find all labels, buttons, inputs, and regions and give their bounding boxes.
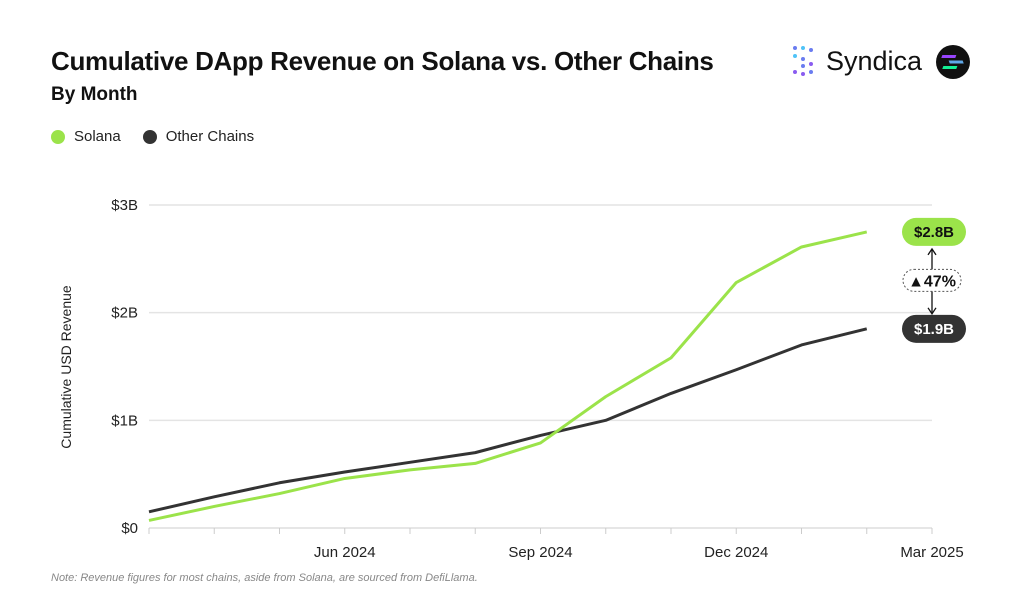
legend: Solana Other Chains [51,128,254,145]
legend-item-other: Other Chains [142,128,255,145]
syndica-logo-icon [793,46,813,76]
solana-logo-icon [936,45,970,79]
y-tick-label: $3B [111,197,138,214]
x-tick-label: Sep 2024 [508,544,572,561]
chart-subtitle: By Month [51,84,138,105]
legend-item-solana: Solana [51,128,121,145]
x-tick-label: Mar 2025 [900,544,963,561]
x-tick-label: Dec 2024 [704,544,768,561]
solana-end-label-bg [902,217,966,246]
other-end-label: $1.9B [914,321,954,338]
legend-label: Other Chains [165,128,255,145]
x-tick-label: Jun 2024 [314,544,376,561]
arrow-up-icon [927,247,937,256]
series-line-other-chains [148,327,868,514]
legend-swatch [142,129,157,144]
other-end-label-bg [902,314,966,343]
arrow-down-icon [927,307,937,315]
y-axis-label: Cumulative USD Revenue [58,285,74,449]
legend-swatch [51,129,65,144]
y-tick-label: $1B [111,412,138,429]
legend-label: Solana [74,128,121,145]
chart-title: Cumulative DApp Revenue on Solana vs. Ot… [51,46,714,76]
percent-difference-badge: ▲47% [908,273,956,290]
syndica-logo: Syndica [790,44,922,78]
solana-end-label: $2.8B [914,224,954,241]
y-tick-label: $0 [121,520,138,537]
brand-name: Syndica [826,45,923,76]
percent-badge-bg [902,268,962,292]
series-line-solana [148,230,868,522]
y-tick-label: $2B [111,305,138,322]
footnote: Note: Revenue figures for most chains, a… [51,572,478,584]
